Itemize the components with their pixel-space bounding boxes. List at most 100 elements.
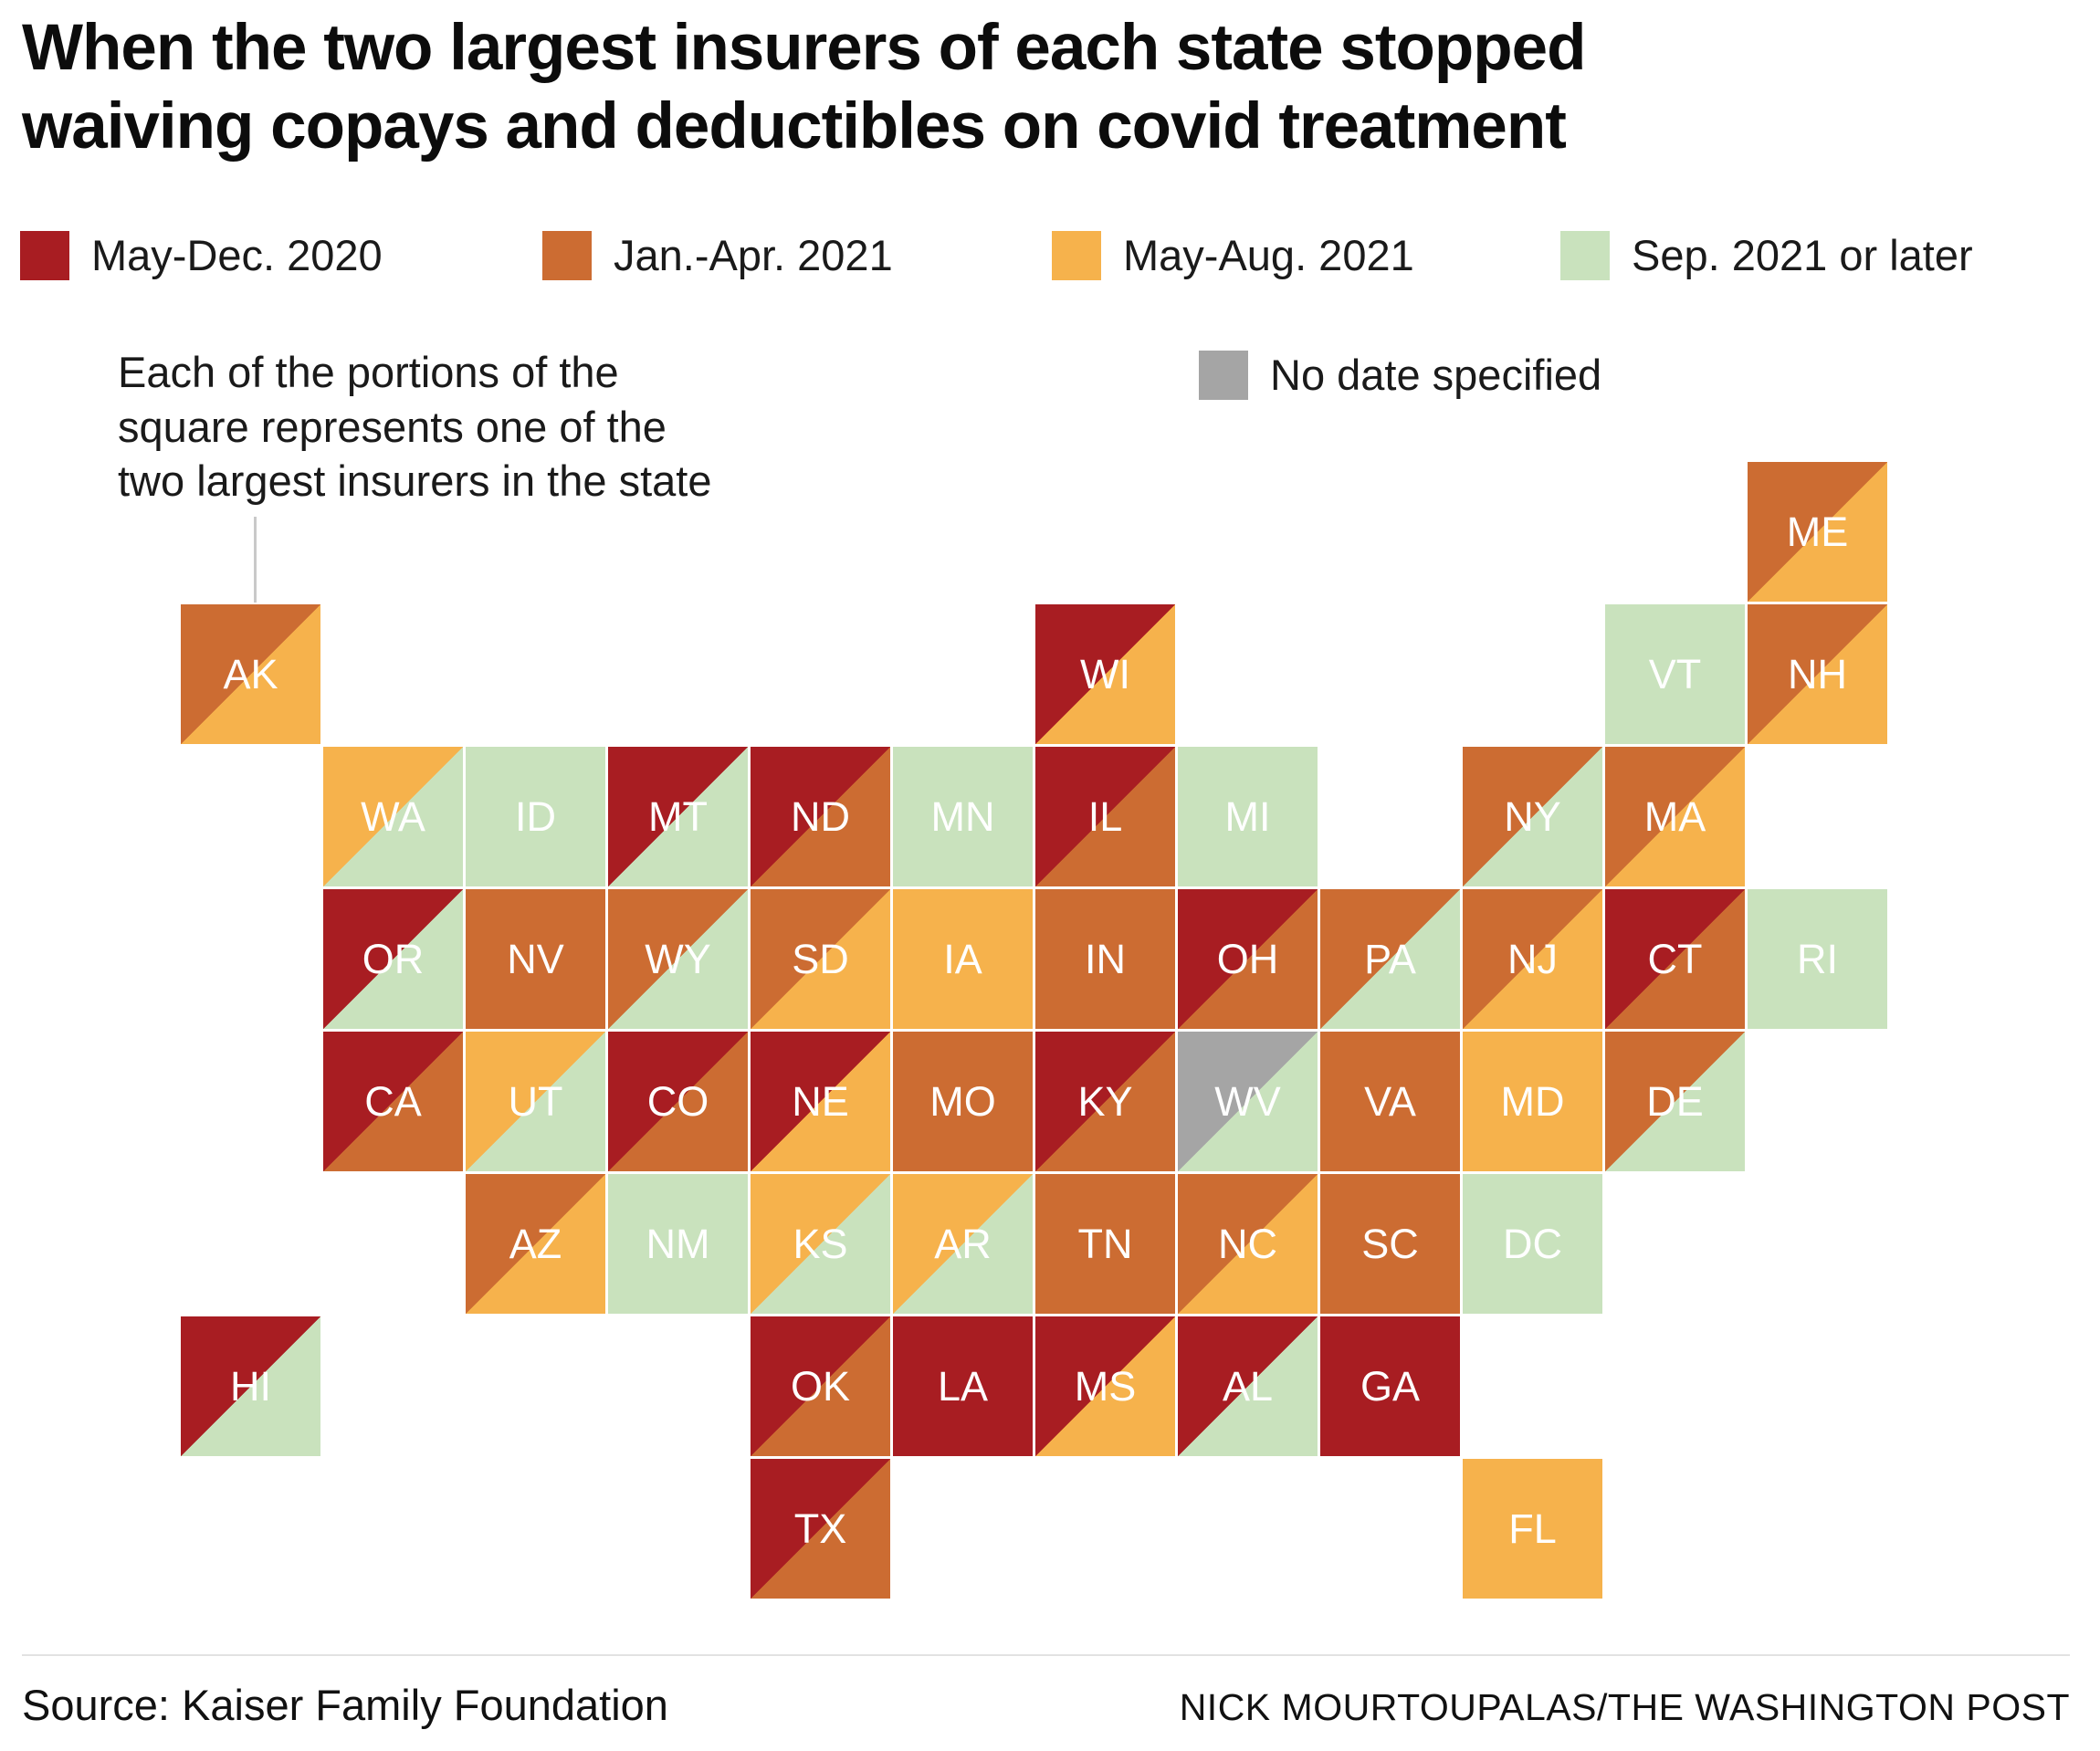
state-abbr-label: PA (1364, 936, 1416, 982)
state-abbr-label: HI (230, 1363, 271, 1410)
state-abbr-label: UT (508, 1078, 563, 1125)
state-abbr-label: GA (1360, 1363, 1421, 1410)
state-tile-ga: GA (1320, 1316, 1460, 1456)
legend-swatch-red (20, 230, 69, 280)
state-abbr-label: DC (1503, 1221, 1562, 1267)
state-abbr-label: WV (1214, 1078, 1281, 1125)
state-tile-ks: KS (751, 1174, 890, 1314)
legend-item-may-aug-2021: May-Aug. 2021 (1052, 230, 1414, 280)
legend-item-jan-apr-2021: Jan.-Apr. 2021 (542, 230, 893, 280)
state-tile-mn: MN (893, 747, 1033, 886)
state-tile-me: ME (1748, 462, 1887, 602)
legend-swatch-gray (1199, 350, 1248, 400)
state-abbr-label: VT (1648, 651, 1702, 697)
state-abbr-label: VA (1364, 1078, 1416, 1125)
state-abbr-label: MI (1224, 793, 1271, 840)
state-tile-tn: TN (1035, 1174, 1175, 1314)
state-tile-sd: SD (751, 889, 890, 1029)
state-abbr-label: MO (929, 1078, 996, 1125)
source-note: Source: Kaiser Family Foundation (22, 1681, 668, 1729)
legend-label: May-Aug. 2021 (1123, 231, 1414, 279)
state-abbr-label: WY (645, 936, 711, 982)
state-tile-wi: WI (1035, 604, 1175, 744)
state-abbr-label: OR (362, 936, 425, 982)
state-abbr-label: KY (1077, 1078, 1133, 1125)
state-tile-ak: AK (181, 604, 320, 744)
state-abbr-label: OK (790, 1363, 851, 1410)
legend-item-may-dec-2020: May-Dec. 2020 (20, 230, 383, 280)
legend-item-sep-2021-or-later: Sep. 2021 or later (1560, 230, 1973, 280)
state-abbr-label: FL (1508, 1505, 1557, 1552)
state-tile-nv: NV (466, 889, 605, 1029)
state-tile-mt: MT (608, 747, 748, 886)
state-abbr-label: MT (648, 793, 708, 840)
state-tile-ia: IA (893, 889, 1033, 1029)
state-abbr-label: RI (1797, 936, 1838, 982)
state-tile-va: VA (1320, 1032, 1460, 1171)
legend-label: No date specified (1270, 351, 1602, 399)
state-abbr-label: LA (937, 1363, 989, 1410)
state-abbr-label: NV (507, 936, 564, 982)
chart-title: When the two largest insurers of each st… (22, 12, 1587, 163)
state-tile-nd: ND (751, 747, 890, 886)
state-tile-mi: MI (1178, 747, 1318, 886)
state-abbr-label: TN (1077, 1221, 1133, 1267)
state-tile-nj: NJ (1463, 889, 1602, 1029)
state-abbr-label: IL (1087, 793, 1123, 840)
state-abbr-label: AL (1222, 1363, 1274, 1410)
state-tile-nm: NM (608, 1174, 748, 1314)
state-tile-tx: TX (751, 1459, 890, 1599)
state-tile-pa: PA (1320, 889, 1460, 1029)
state-tile-vt: VT (1605, 604, 1745, 744)
state-tile-in: IN (1035, 889, 1175, 1029)
state-tile-wv: WV (1178, 1032, 1318, 1171)
state-tile-wa: WA (323, 747, 463, 886)
legend-swatch-green (1560, 230, 1610, 280)
state-tile-nh: NH (1748, 604, 1887, 744)
state-abbr-label: NY (1504, 793, 1561, 840)
state-abbr-label: CT (1647, 936, 1703, 982)
state-abbr-label: WI (1080, 651, 1130, 697)
state-abbr-label: OH (1216, 936, 1279, 982)
state-abbr-label: NH (1788, 651, 1847, 697)
state-abbr-label: NJ (1507, 936, 1558, 982)
state-tile-de: DE (1605, 1032, 1745, 1171)
state-abbr-label: NM (646, 1221, 710, 1267)
state-abbr-label: MA (1643, 793, 1706, 840)
state-abbr-label: MS (1074, 1363, 1137, 1410)
state-tile-ky: KY (1035, 1032, 1175, 1171)
state-tile-hi: HI (181, 1316, 320, 1456)
byline-credit: NICK MOURTOUPALAS/THE WASHINGTON POST (1179, 1686, 2070, 1728)
annotation-note: Each of the portions of the square repre… (118, 348, 712, 506)
state-tile-ar: AR (893, 1174, 1033, 1314)
state-tile-ms: MS (1035, 1316, 1175, 1456)
state-abbr-label: AR (934, 1221, 992, 1267)
state-abbr-label: MD (1500, 1078, 1565, 1125)
legend-label: Jan.-Apr. 2021 (614, 231, 893, 279)
state-abbr-label: ME (1786, 509, 1849, 555)
footer: Source: Kaiser Family Foundation NICK MO… (22, 1654, 2070, 1730)
state-abbr-label: SC (1361, 1221, 1419, 1267)
legend-label: Sep. 2021 or later (1632, 231, 1973, 279)
state-tile-il: IL (1035, 747, 1175, 886)
state-tile-ny: NY (1463, 747, 1602, 886)
state-abbr-label: NE (792, 1078, 849, 1125)
state-tile-id: ID (466, 747, 605, 886)
legend-swatch-yellow (1052, 230, 1101, 280)
state-abbr-label: ID (515, 793, 556, 840)
state-tile-ca: CA (323, 1032, 463, 1171)
state-tile-az: AZ (466, 1174, 605, 1314)
state-abbr-label: AK (223, 651, 278, 697)
state-abbr-label: SD (792, 936, 849, 982)
state-tile-co: CO (608, 1032, 748, 1171)
state-abbr-label: DE (1646, 1078, 1704, 1125)
legend-label: May-Dec. 2020 (91, 231, 383, 279)
state-tile-ma: MA (1605, 747, 1745, 886)
state-abbr-label: MN (930, 793, 995, 840)
state-abbr-label: IN (1085, 936, 1126, 982)
state-tile-ut: UT (466, 1032, 605, 1171)
state-tile-fl: FL (1463, 1459, 1602, 1599)
state-abbr-label: CO (646, 1078, 709, 1125)
state-tile-ct: CT (1605, 889, 1745, 1029)
state-tile-la: LA (893, 1316, 1033, 1456)
